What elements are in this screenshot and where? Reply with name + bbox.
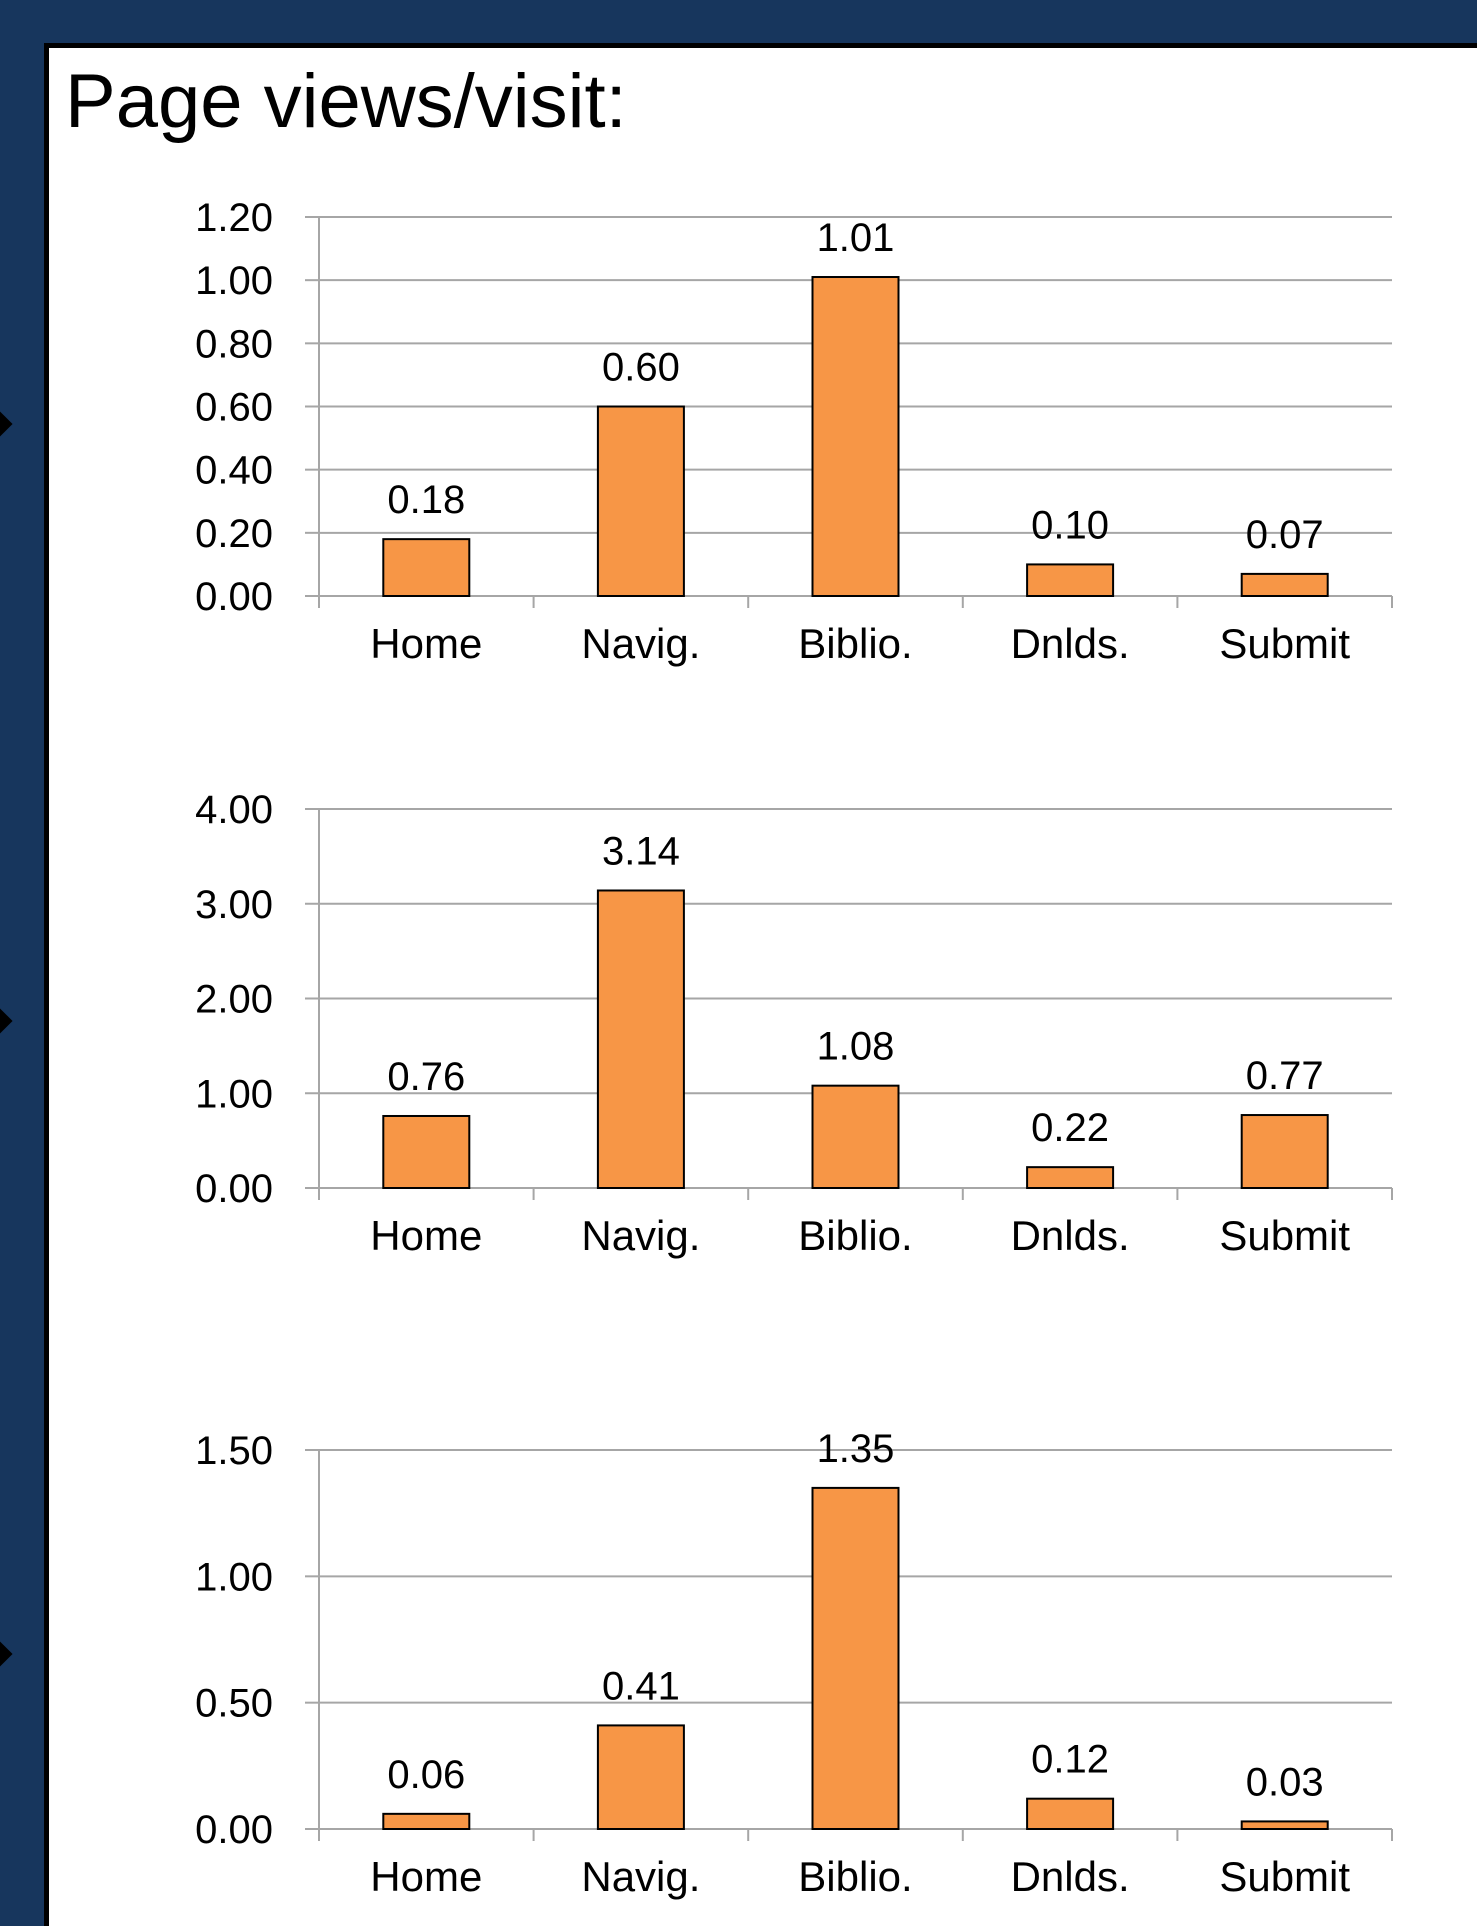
y-tick-label: 0.00 — [195, 1808, 273, 1852]
data-label: 0.22 — [1031, 1106, 1109, 1150]
bar-navig — [596, 889, 685, 1189]
data-label: 0.18 — [387, 478, 465, 522]
bar-submit — [1240, 572, 1329, 597]
data-label: 0.07 — [1246, 513, 1324, 557]
data-label: 0.77 — [1246, 1054, 1324, 1098]
data-label: 1.01 — [817, 216, 895, 260]
bar-home — [382, 538, 471, 598]
data-label: 0.60 — [602, 346, 680, 390]
category-label: Biblio. — [798, 620, 912, 667]
y-tick-label: 0.20 — [195, 512, 273, 556]
category-label: Navig. — [581, 1212, 700, 1259]
category-label: Dnlds. — [1011, 620, 1130, 667]
y-tick-label: 2.00 — [195, 978, 273, 1022]
y-tick-label: 3.00 — [195, 883, 273, 927]
data-label: 0.10 — [1031, 503, 1109, 547]
y-tick-label: 1.00 — [195, 259, 273, 303]
y-tick-label: 0.00 — [195, 575, 273, 619]
data-label: 0.12 — [1031, 1738, 1109, 1782]
content-panel — [44, 43, 1477, 1926]
data-label: 3.14 — [602, 829, 680, 873]
bar-dnlds — [1026, 1797, 1115, 1831]
bar-biblio — [811, 1084, 900, 1190]
bar-biblio — [811, 276, 900, 597]
data-label: 0.03 — [1246, 1760, 1324, 1804]
y-tick-label: 1.20 — [195, 196, 273, 240]
category-label: Dnlds. — [1011, 1212, 1130, 1259]
bar-home — [382, 1114, 471, 1189]
bar-navig — [596, 405, 685, 597]
bar-dnlds — [1026, 563, 1115, 598]
category-label: Dnlds. — [1011, 1853, 1130, 1900]
category-label: Submit — [1219, 1853, 1350, 1900]
y-tick-label: 0.60 — [195, 386, 273, 430]
category-label: Navig. — [581, 1853, 700, 1900]
bar-biblio — [811, 1486, 900, 1831]
bar-submit — [1240, 1820, 1329, 1831]
bar-home — [382, 1812, 471, 1830]
y-tick-label: 1.50 — [195, 1429, 273, 1473]
data-label: 0.06 — [387, 1753, 465, 1797]
data-label: 0.76 — [387, 1055, 465, 1099]
bar-navig — [596, 1724, 685, 1830]
category-label: Submit — [1219, 1212, 1350, 1259]
category-label: Home — [370, 620, 482, 667]
y-tick-label: 0.50 — [195, 1682, 273, 1726]
page-title: Page views/visit: — [65, 59, 627, 144]
category-label: Submit — [1219, 620, 1350, 667]
data-label: 0.41 — [602, 1664, 680, 1708]
y-tick-label: 0.00 — [195, 1167, 273, 1211]
data-label: 1.35 — [817, 1427, 895, 1471]
bar-dnlds — [1026, 1166, 1115, 1190]
bar-submit — [1240, 1114, 1329, 1189]
category-label: Home — [370, 1853, 482, 1900]
y-tick-label: 0.80 — [195, 322, 273, 366]
y-tick-label: 4.00 — [195, 788, 273, 832]
y-tick-label: 1.00 — [195, 1555, 273, 1599]
y-tick-label: 0.40 — [195, 449, 273, 493]
category-label: Home — [370, 1212, 482, 1259]
category-label: Biblio. — [798, 1212, 912, 1259]
y-tick-label: 1.00 — [195, 1072, 273, 1116]
category-label: Navig. — [581, 620, 700, 667]
data-label: 1.08 — [817, 1025, 895, 1069]
category-label: Biblio. — [798, 1853, 912, 1900]
